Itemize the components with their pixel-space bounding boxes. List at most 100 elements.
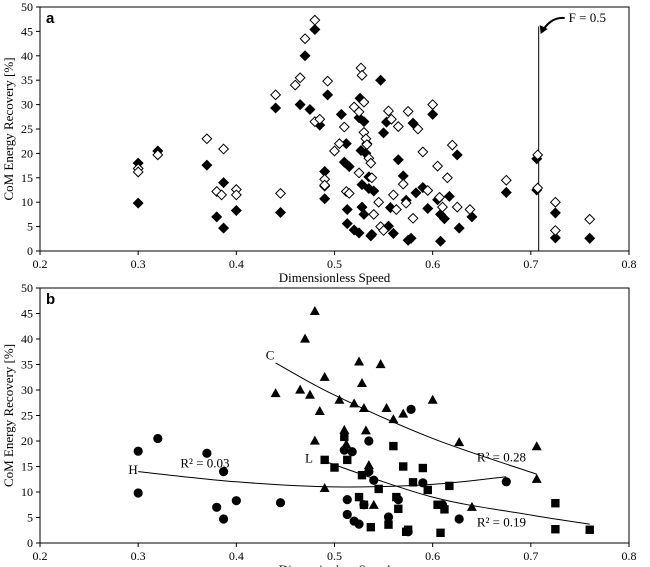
x-tick-label: 0.7 — [523, 257, 538, 271]
data-point — [341, 439, 352, 449]
data-point — [403, 525, 413, 534]
data-point — [152, 149, 164, 161]
data-point — [390, 204, 402, 216]
data-point — [353, 106, 365, 118]
data-point — [349, 398, 360, 408]
data-point — [436, 201, 448, 213]
data-point — [435, 235, 447, 247]
y-tick-label: 15 — [21, 460, 33, 474]
data-point — [407, 212, 419, 224]
y-axis-title: CoM Energy Recovery [%] — [1, 344, 16, 487]
data-point — [309, 23, 321, 35]
data-point — [354, 356, 365, 366]
data-point — [294, 72, 306, 84]
data-point — [375, 359, 386, 369]
data-point — [532, 149, 544, 161]
y-tick-label: 50 — [21, 281, 33, 295]
data-point — [531, 441, 542, 451]
data-point — [230, 204, 242, 217]
data-point — [406, 404, 416, 414]
data-point — [405, 232, 417, 244]
x-tick-label: 0.4 — [229, 549, 244, 563]
data-point — [353, 112, 365, 124]
data-point — [211, 185, 223, 197]
data-point — [275, 206, 287, 218]
y-tick-label: 30 — [21, 383, 33, 397]
data-point — [410, 187, 422, 199]
data-point — [343, 187, 355, 199]
x-tick-label: 0.8 — [622, 257, 637, 271]
x-tick-label: 0.8 — [622, 549, 637, 563]
data-point — [407, 117, 419, 129]
data-point — [353, 227, 365, 239]
data-point — [441, 172, 453, 184]
y-tick-label: 20 — [21, 434, 33, 448]
data-point — [363, 183, 375, 195]
data-point — [417, 146, 429, 158]
data-point — [466, 501, 477, 511]
data-point — [451, 149, 463, 161]
r-squared-label: R² = 0.03 — [180, 456, 229, 471]
data-point — [354, 492, 364, 502]
data-point — [322, 75, 334, 87]
y-tick-label: 40 — [21, 332, 33, 346]
data-point — [341, 204, 353, 216]
data-point — [355, 144, 367, 156]
data-point — [270, 102, 282, 114]
y-tick-label: 35 — [21, 358, 33, 372]
series-open-diamond — [132, 14, 596, 237]
y-tick-label: 35 — [21, 73, 33, 87]
data-point — [549, 207, 561, 219]
data-point — [422, 203, 434, 215]
data-point — [584, 213, 596, 225]
x-tick-label: 0.5 — [327, 257, 342, 271]
plot-frame — [39, 6, 630, 252]
data-point — [436, 528, 445, 537]
data-point — [304, 103, 316, 115]
data-point — [374, 484, 383, 494]
data-point — [387, 227, 399, 239]
data-point — [353, 167, 365, 179]
data-point — [275, 498, 286, 508]
data-point — [132, 197, 144, 209]
data-point — [354, 519, 364, 529]
y-tick-label: 20 — [21, 146, 33, 160]
data-point — [342, 509, 352, 520]
data-point — [418, 478, 428, 488]
y-tick-label: 50 — [21, 0, 33, 14]
x-tick-label: 0.3 — [131, 257, 146, 271]
data-point — [270, 89, 282, 101]
data-point — [201, 159, 213, 171]
x-tick-label: 0.6 — [425, 257, 440, 271]
data-point — [394, 504, 403, 514]
x-tick-label: 0.7 — [523, 549, 538, 563]
data-point — [304, 389, 315, 399]
series-square — [320, 432, 594, 537]
data-point — [300, 333, 311, 343]
data-point — [356, 69, 368, 81]
x-tick-label: 0.3 — [131, 549, 146, 563]
data-point — [319, 193, 331, 205]
data-point — [385, 113, 397, 125]
data-point — [314, 113, 326, 125]
data-point — [434, 191, 446, 203]
arrow-head — [539, 25, 548, 34]
data-point — [218, 222, 230, 234]
data-point — [357, 470, 367, 480]
data-point — [328, 145, 341, 157]
panel-a-axes: 0 5 10 15 20 25 30 35 40 45 50 0.2 0.3 0.4 0.5 0.6 0.7 0.… — [1, 0, 637, 285]
data-point — [230, 189, 242, 201]
data-point — [218, 514, 229, 524]
data-point — [378, 224, 390, 237]
data-point — [309, 435, 320, 445]
data-point — [500, 174, 512, 186]
data-point — [427, 108, 439, 120]
data-point — [551, 525, 560, 534]
series-label: H — [128, 462, 137, 477]
data-point — [361, 139, 373, 151]
data-point — [366, 172, 378, 184]
data-point — [400, 197, 412, 209]
x-tick-label: 0.2 — [33, 549, 48, 563]
data-point — [211, 211, 223, 223]
data-point — [549, 232, 561, 244]
